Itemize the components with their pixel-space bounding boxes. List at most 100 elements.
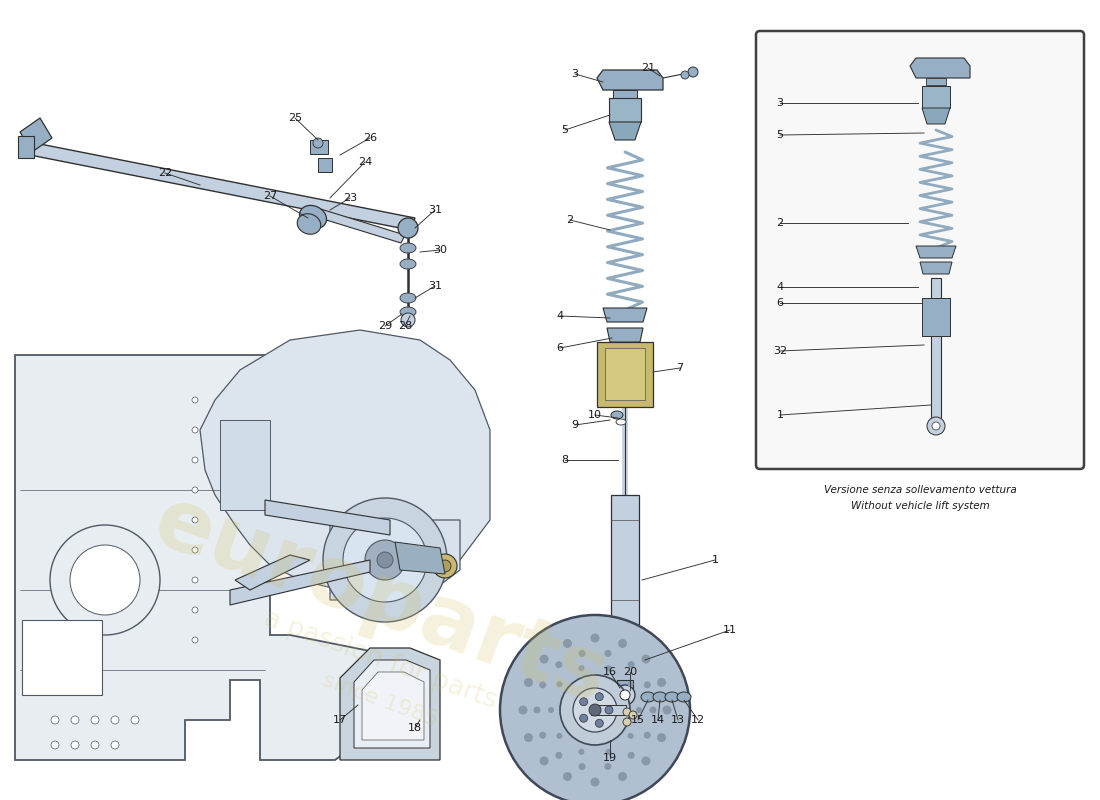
Bar (605, 348, 645, 400)
Polygon shape (230, 560, 370, 605)
Polygon shape (362, 672, 424, 740)
Circle shape (615, 685, 635, 705)
Bar (613, 90, 637, 98)
Circle shape (595, 693, 603, 701)
Text: 10: 10 (588, 410, 602, 420)
Ellipse shape (297, 214, 321, 234)
Polygon shape (607, 328, 644, 342)
Text: 20: 20 (623, 667, 637, 677)
Ellipse shape (400, 307, 416, 317)
Circle shape (932, 422, 940, 430)
Circle shape (51, 716, 59, 724)
Circle shape (580, 698, 587, 706)
Circle shape (192, 517, 198, 523)
Circle shape (70, 545, 140, 615)
Circle shape (91, 741, 99, 749)
Bar (310, 140, 328, 154)
Circle shape (606, 749, 612, 755)
Circle shape (557, 733, 562, 739)
Polygon shape (20, 118, 52, 152)
Circle shape (402, 313, 415, 327)
Circle shape (591, 634, 600, 642)
Circle shape (72, 716, 79, 724)
Circle shape (50, 525, 160, 635)
Polygon shape (617, 680, 632, 695)
Circle shape (323, 498, 447, 622)
Bar (318, 158, 332, 172)
Circle shape (595, 719, 603, 727)
Circle shape (539, 732, 547, 738)
Bar (922, 298, 950, 336)
Bar (18, 136, 34, 158)
Text: 31: 31 (428, 281, 442, 291)
Circle shape (192, 607, 198, 613)
Circle shape (628, 733, 634, 739)
Circle shape (657, 678, 665, 687)
Circle shape (131, 716, 139, 724)
Text: 7: 7 (676, 363, 683, 373)
Text: 12: 12 (691, 715, 705, 725)
Circle shape (540, 757, 549, 766)
Text: 3: 3 (572, 69, 579, 79)
Ellipse shape (299, 206, 327, 229)
Text: 28: 28 (398, 321, 412, 331)
Bar (597, 342, 653, 407)
Circle shape (560, 675, 630, 745)
Text: 6: 6 (777, 298, 783, 308)
Text: 3: 3 (777, 98, 783, 108)
Circle shape (628, 752, 635, 759)
Text: 13: 13 (671, 715, 685, 725)
Circle shape (580, 714, 587, 722)
Circle shape (398, 218, 418, 238)
Circle shape (343, 518, 427, 602)
Circle shape (641, 757, 650, 766)
Text: 17: 17 (333, 715, 348, 725)
Text: 30: 30 (433, 245, 447, 255)
Ellipse shape (400, 243, 416, 253)
Text: 6: 6 (557, 343, 563, 353)
Polygon shape (330, 520, 460, 600)
Circle shape (605, 706, 613, 714)
Polygon shape (235, 555, 310, 590)
Circle shape (518, 706, 528, 714)
Circle shape (72, 741, 79, 749)
Polygon shape (220, 420, 270, 510)
Bar (22, 620, 102, 695)
Text: 15: 15 (631, 715, 645, 725)
Ellipse shape (653, 692, 667, 702)
Circle shape (557, 681, 562, 687)
FancyBboxPatch shape (756, 31, 1084, 469)
Circle shape (641, 654, 650, 663)
Circle shape (433, 554, 456, 578)
Circle shape (524, 733, 534, 742)
Circle shape (563, 772, 572, 781)
Circle shape (662, 706, 671, 714)
Circle shape (681, 71, 689, 79)
Text: 24: 24 (358, 157, 372, 167)
Ellipse shape (400, 259, 416, 269)
Circle shape (192, 397, 198, 403)
Circle shape (618, 772, 627, 781)
Polygon shape (310, 207, 405, 243)
Circle shape (636, 707, 642, 713)
Circle shape (192, 577, 198, 583)
Polygon shape (354, 660, 430, 748)
Circle shape (51, 741, 59, 749)
Circle shape (524, 678, 534, 687)
Ellipse shape (641, 692, 654, 702)
Text: 9: 9 (571, 420, 579, 430)
Polygon shape (603, 308, 647, 322)
Text: 11: 11 (723, 625, 737, 635)
Circle shape (591, 778, 600, 786)
Polygon shape (609, 98, 641, 122)
Circle shape (539, 682, 547, 688)
Circle shape (534, 706, 540, 714)
Circle shape (579, 763, 585, 770)
Text: 2: 2 (566, 215, 573, 225)
Text: 18: 18 (408, 723, 422, 733)
Circle shape (377, 552, 393, 568)
Text: 25: 25 (288, 113, 302, 123)
Circle shape (606, 665, 612, 671)
Circle shape (644, 732, 651, 738)
Text: 22: 22 (158, 168, 172, 178)
